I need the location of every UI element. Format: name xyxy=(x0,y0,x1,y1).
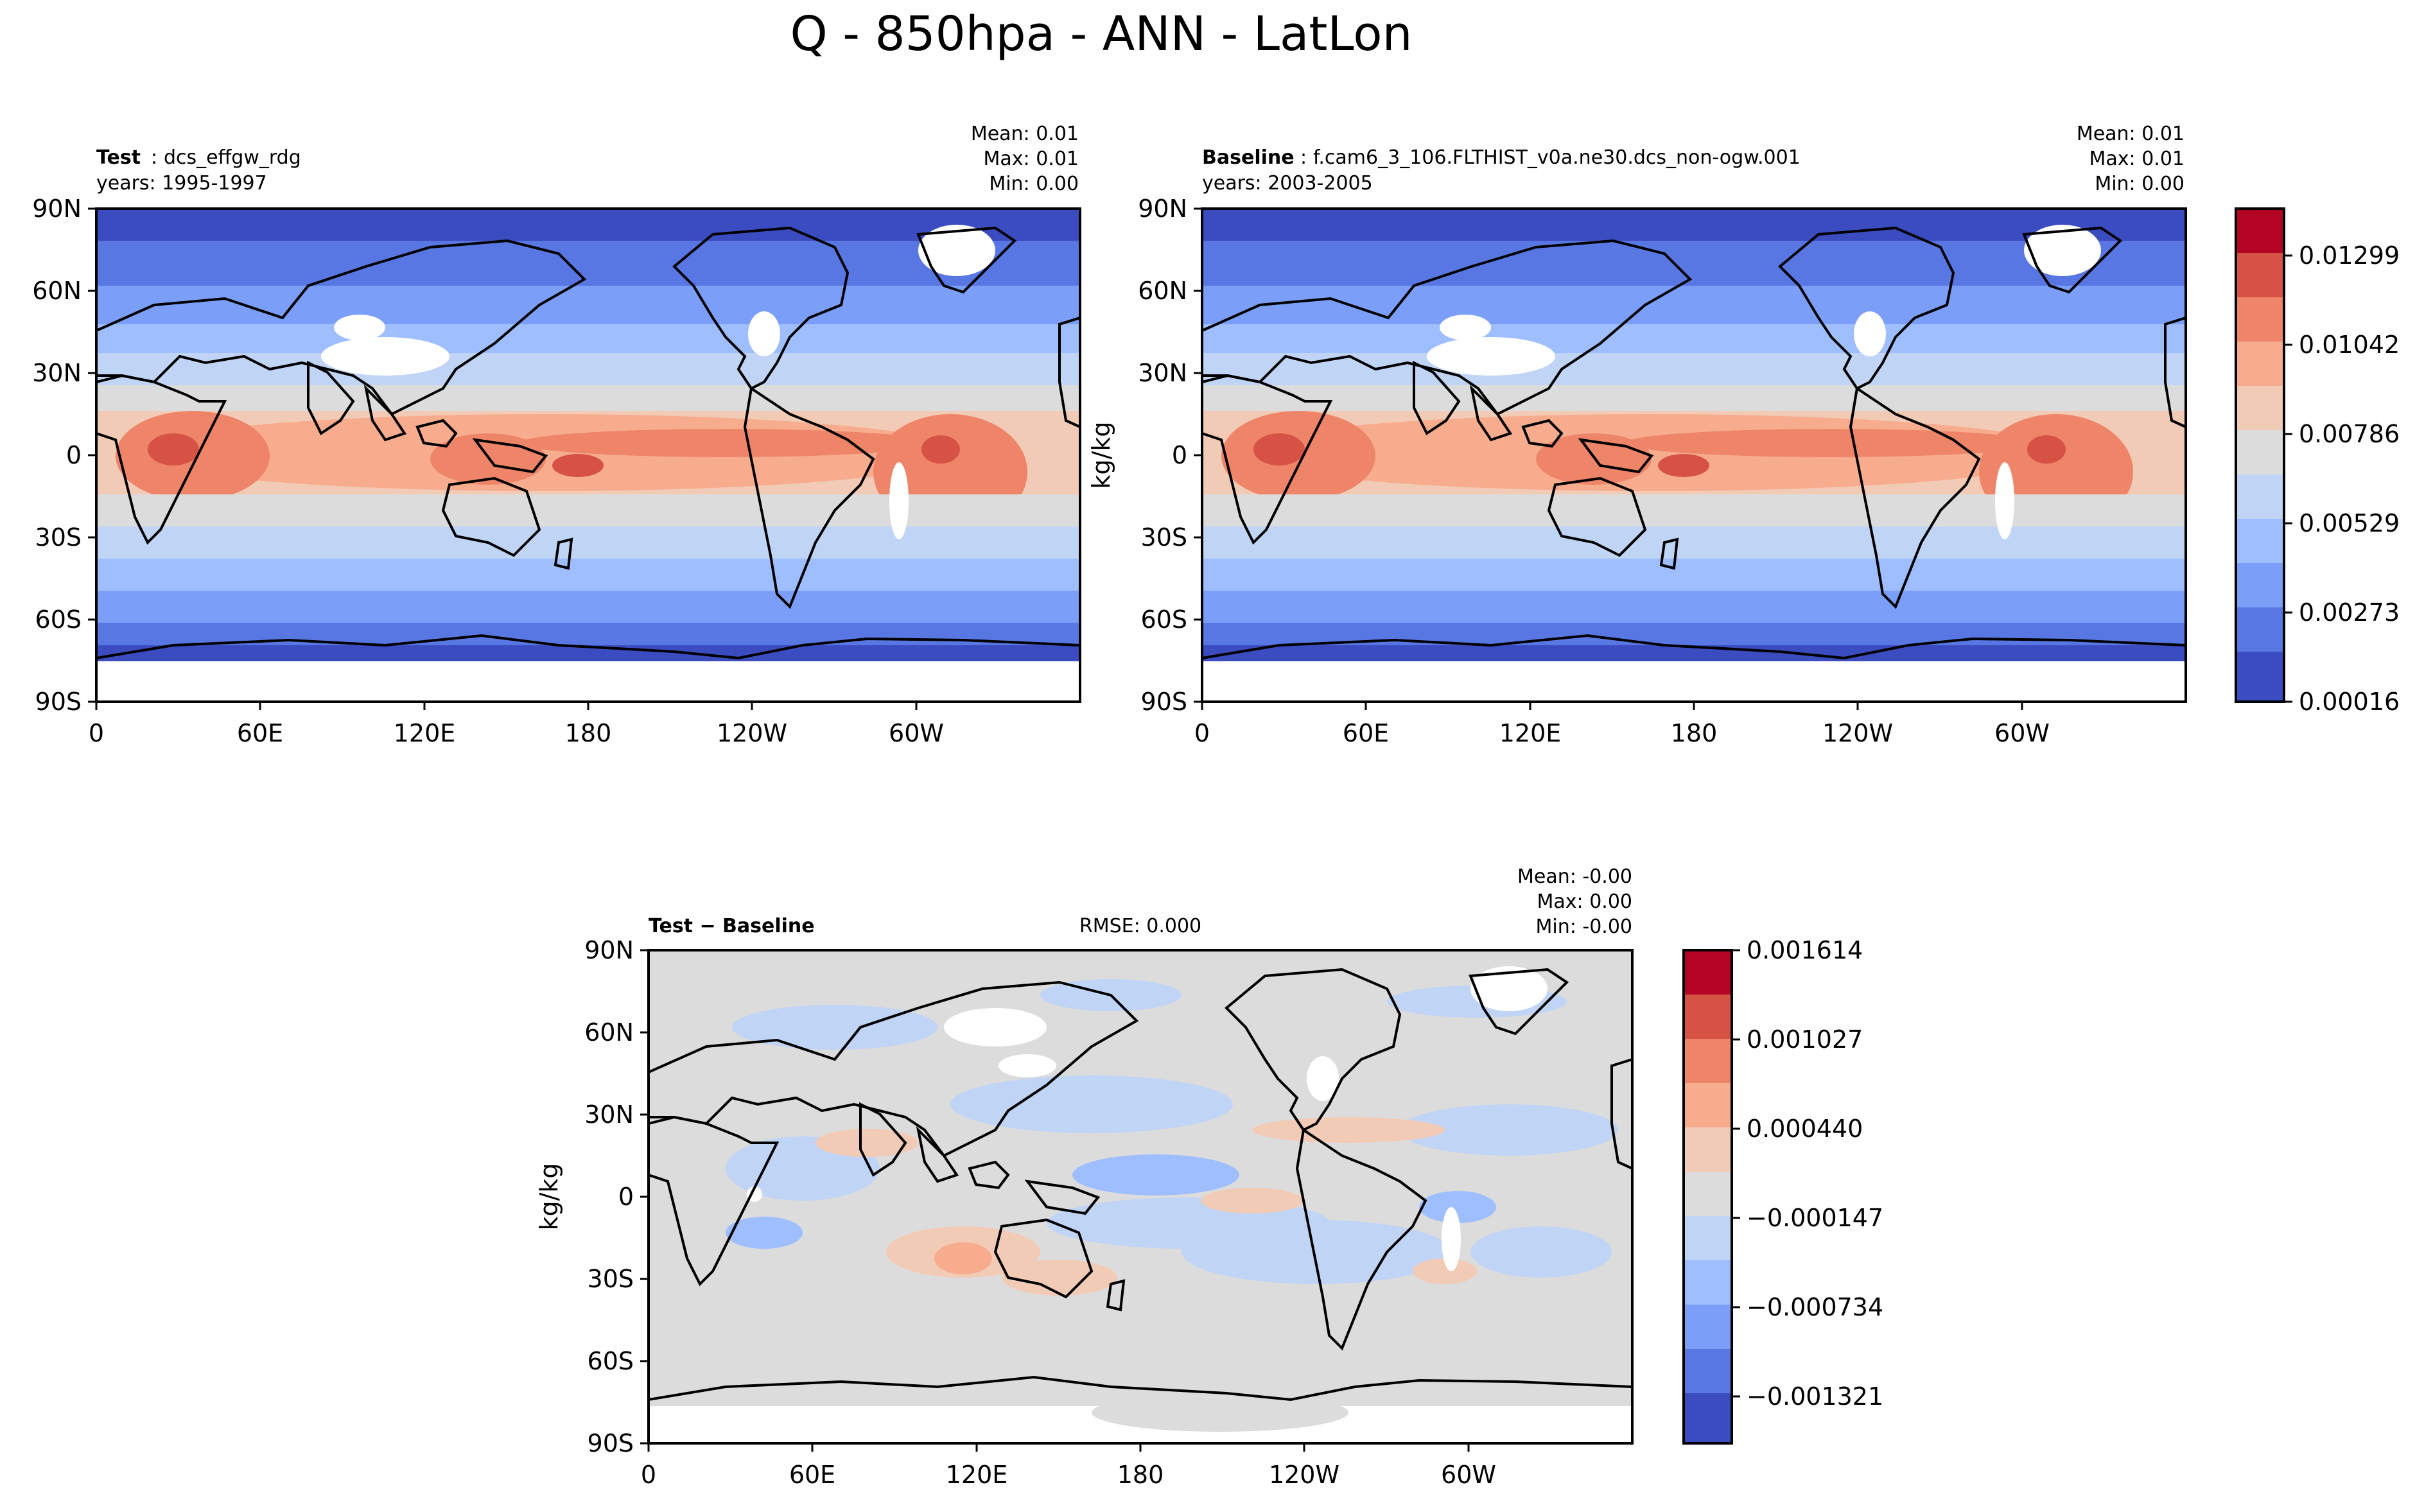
diff-ytick-label: 30N xyxy=(584,1100,634,1129)
diff-rmse: RMSE: 0.000 xyxy=(1079,915,1201,937)
diff-xtick-label: 120W xyxy=(1269,1461,1339,1489)
baseline-xtick-label: 0 xyxy=(1194,719,1210,747)
baseline-xtick-label: 60E xyxy=(1343,719,1389,747)
baseline-ytick-label: 30S xyxy=(1141,523,1187,552)
diff-xtick-label: 0 xyxy=(641,1461,656,1489)
diff-stat-mean: Mean: -0.00 xyxy=(1517,865,1632,888)
baseline-xtick-label: 120W xyxy=(1822,719,1893,747)
test-stat-min: Min: 0.00 xyxy=(989,173,1079,195)
diff-ytick-label: 60S xyxy=(588,1347,634,1375)
colorbar-diff-tick-label: −0.000147 xyxy=(1747,1204,1883,1232)
test-ytick-label: 90S xyxy=(35,688,82,716)
test-ytick-label: 30N xyxy=(32,359,82,387)
test-xtick-label: 60W xyxy=(889,719,944,747)
test-ytick-label: 60N xyxy=(32,277,82,305)
baseline-xtick-label: 120E xyxy=(1499,719,1562,747)
baseline-stat-mean: Mean: 0.01 xyxy=(2077,123,2184,145)
baseline-ytick-label: 30N xyxy=(1138,359,1187,387)
baseline-ytick-label: 60N xyxy=(1138,277,1187,305)
diff-panel: Test − Baseline RMSE: 0.000 Mean: -0.00 … xyxy=(535,865,1634,1489)
diff-stat-max: Max: 0.00 xyxy=(1537,891,1632,913)
baseline-panel: Baseline : f.cam6_3_106.FLTHIST_v0a.ne30… xyxy=(1087,123,2187,747)
test-axis xyxy=(88,207,918,710)
colorbar-diff: 0.001614 0.001027 0.000440 −0.000147 −0.… xyxy=(1682,936,1883,1445)
diff-ylabel: kg/kg xyxy=(535,1163,563,1230)
test-ytick-label: 60S xyxy=(35,605,82,634)
colorbar-top: 0.01299 0.01042 0.00786 0.00529 0.00273 … xyxy=(2235,207,2400,716)
baseline-stat-min: Min: 0.00 xyxy=(2095,173,2184,195)
test-stat-mean: Mean: 0.01 xyxy=(971,123,1079,145)
colorbar-diff-tick-label: −0.001321 xyxy=(1747,1382,1883,1411)
baseline-axis xyxy=(1194,207,2023,710)
test-ytick-label: 30S xyxy=(35,523,82,552)
colorbar-top-tick-label: 0.01299 xyxy=(2299,241,2400,270)
baseline-years: years: 2003-2005 xyxy=(1202,172,1373,195)
baseline-ytick-label: 90N xyxy=(1138,195,1187,223)
test-name-sep: : xyxy=(151,146,157,169)
test-xtick-label: 120W xyxy=(717,719,787,747)
test-xtick-label: 0 xyxy=(89,719,104,747)
test-xtick-label: 120E xyxy=(394,719,456,747)
test-years: years: 1995-1997 xyxy=(96,172,267,195)
test-ytick-label: 90N xyxy=(32,195,82,223)
baseline-ytick-label: 90S xyxy=(1141,688,1187,716)
diff-ytick-label: 60N xyxy=(584,1018,634,1047)
test-xtick-label: 180 xyxy=(565,719,612,747)
baseline-name-sep: : xyxy=(1300,146,1307,169)
diff-name-label: Test − Baseline xyxy=(649,915,815,937)
colorbar-diff-tick-label: 0.001027 xyxy=(1747,1025,1863,1054)
diff-xtick-label: 120E xyxy=(946,1461,1008,1489)
colorbar-top-tick-label: 0.00016 xyxy=(2299,688,2400,716)
baseline-xtick-label: 60W xyxy=(1994,719,2050,747)
colorbar-diff-tick-label: 0.001614 xyxy=(1747,936,1863,964)
diff-ytick-label: 30S xyxy=(588,1265,634,1293)
diff-xtick-label: 180 xyxy=(1117,1461,1164,1489)
diff-xtick-label: 60E xyxy=(789,1461,835,1489)
colorbar-diff-tick-label: 0.000440 xyxy=(1747,1115,1863,1143)
diff-stat-min: Min: -0.00 xyxy=(1536,916,1633,938)
colorbar-top-tick-label: 0.01042 xyxy=(2299,331,2400,359)
baseline-ytick-label: 0 xyxy=(1172,441,1187,469)
diff-ytick-label: 90N xyxy=(584,936,634,964)
figure-title: Q - 850hpa - ANN - LatLon xyxy=(790,6,1413,62)
diff-axis xyxy=(640,949,1470,1452)
baseline-ytick-label: 60S xyxy=(1141,605,1187,634)
diff-ytick-label: 0 xyxy=(618,1183,634,1211)
diff-xtick-label: 60W xyxy=(1441,1461,1496,1489)
test-stat-max: Max: 0.01 xyxy=(984,148,1079,170)
test-name-value: dcs_effgw_rdg xyxy=(164,146,301,169)
colorbar-top-tick-label: 0.00273 xyxy=(2299,598,2400,627)
test-xtick-label: 60E xyxy=(237,719,283,747)
colorbar-diff-tick-label: −0.000734 xyxy=(1747,1293,1883,1321)
colorbar-top-tick-label: 0.00786 xyxy=(2299,420,2400,448)
baseline-ylabel: kg/kg xyxy=(1087,421,1115,489)
baseline-stat-max: Max: 0.01 xyxy=(2089,148,2184,170)
test-name-label: Test xyxy=(96,146,141,169)
baseline-name-value: f.cam6_3_106.FLTHIST_v0a.ne30.dcs_non-og… xyxy=(1313,146,1801,169)
diff-ytick-label: 90S xyxy=(588,1429,634,1457)
test-ytick-label: 0 xyxy=(66,441,82,469)
baseline-xtick-label: 180 xyxy=(1671,719,1718,747)
test-panel: Test : dcs_effgw_rdg years: 1995-1997 Me… xyxy=(32,123,1081,747)
baseline-name-label: Baseline xyxy=(1202,146,1295,169)
colorbar-top-tick-label: 0.00529 xyxy=(2299,509,2400,537)
